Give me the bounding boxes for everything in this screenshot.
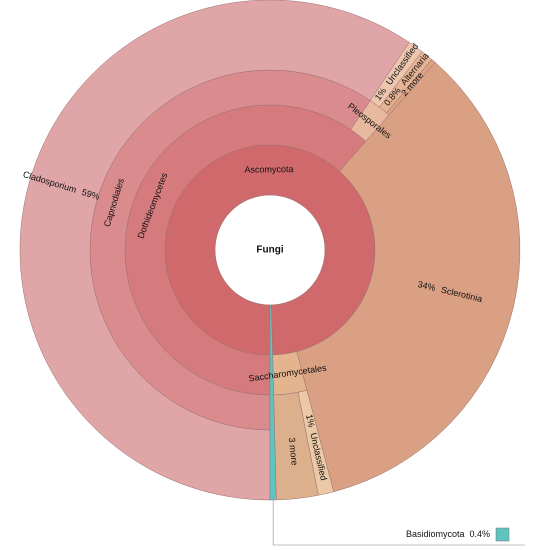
segment (19, 0, 410, 501)
small-slice-label: Basidiomycota 0.4% (406, 529, 490, 539)
node-value: 1% (304, 413, 317, 428)
node-value: 59% (81, 187, 101, 202)
center-label: Fungi (256, 245, 283, 256)
leaf-label: 3 more (286, 437, 299, 466)
node-label: Ascomycota (244, 164, 293, 175)
node-name: Basidiomycota (406, 529, 465, 539)
node-name: 3 more (286, 437, 299, 466)
segment (269, 304, 277, 501)
slice-swatch (495, 527, 510, 542)
node-value: 34% (417, 279, 437, 293)
node-value: 0.4% (469, 529, 490, 539)
segment (296, 62, 521, 493)
